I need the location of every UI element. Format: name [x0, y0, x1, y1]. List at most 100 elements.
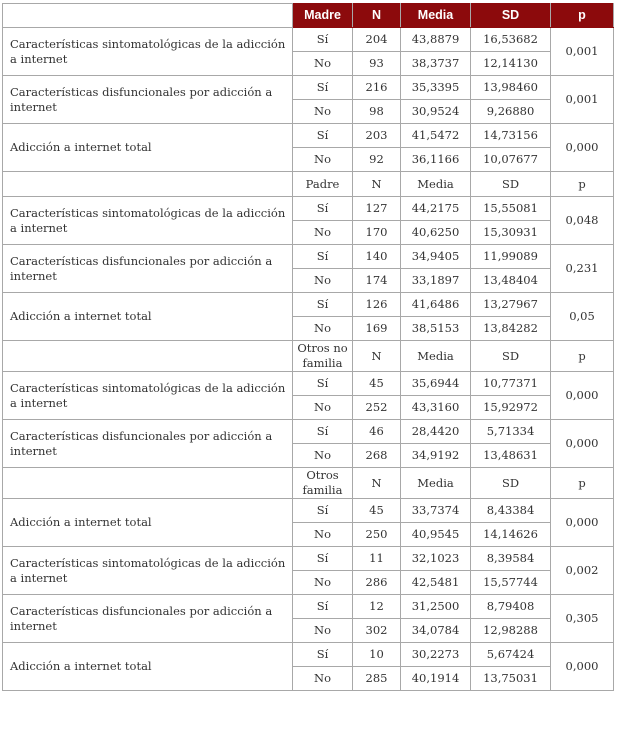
column-header-sd: SD [470, 171, 551, 197]
column-header-media: Media [400, 171, 471, 197]
media-cell: 35,6944 [400, 371, 471, 396]
column-header-group: Otros familia [292, 467, 353, 499]
media-cell: 43,8879 [400, 27, 471, 52]
sd-cell: 13,75031 [470, 666, 551, 691]
variable-label: Características sintomatológicas de la a… [2, 371, 293, 420]
column-header-group: Madre [292, 3, 353, 28]
response-cell: Sí [292, 642, 353, 667]
media-cell: 41,5472 [400, 123, 471, 148]
column-header-group: Otros no familia [292, 340, 353, 372]
p-value-cell: 0,231 [550, 244, 614, 293]
sd-cell: 12,98288 [470, 618, 551, 643]
variable-label: Adicción a internet total [2, 123, 293, 172]
media-cell: 38,5153 [400, 316, 471, 341]
p-value-cell: 0,002 [550, 546, 614, 595]
media-cell: 38,3737 [400, 51, 471, 76]
media-cell: 34,9192 [400, 443, 471, 468]
n-cell: 45 [352, 371, 401, 396]
n-cell: 252 [352, 395, 401, 420]
n-cell: 286 [352, 570, 401, 595]
table-row: No 170 40,6250 15,30931 [3, 220, 614, 245]
sd-cell: 8,79408 [470, 594, 551, 619]
table-row: No 252 43,3160 15,92972 [3, 395, 614, 420]
media-cell: 33,7374 [400, 498, 471, 523]
p-value-cell: 0,000 [550, 123, 614, 172]
sd-cell: 11,99089 [470, 244, 551, 269]
response-cell: Sí [292, 75, 353, 100]
variable-label: Características disfuncionales por adicc… [2, 244, 293, 293]
media-cell: 34,9405 [400, 244, 471, 269]
table-row: Características sintomatológicas de la a… [2, 546, 614, 595]
n-cell: 250 [352, 522, 401, 547]
results-table: Madre N Media SD p Características sintomatol… [2, 3, 614, 691]
table-row: Características sintomatológicas de la a… [2, 371, 614, 420]
p-value-cell: 0,048 [550, 196, 614, 245]
section-header-row: Madre N Media SD p [2, 3, 614, 28]
sd-cell: 14,14626 [470, 522, 551, 547]
variable-label: Características sintomatológicas de la a… [2, 546, 293, 595]
media-cell: 31,2500 [400, 594, 471, 619]
table-row: Características disfuncionales por adicc… [2, 594, 614, 643]
column-header-media: Media [400, 467, 471, 499]
sd-cell: 13,48404 [470, 268, 551, 293]
n-cell: 11 [352, 546, 401, 571]
variable-label: Características sintomatológicas de la a… [2, 196, 293, 245]
response-cell: No [292, 666, 353, 691]
variable-label: Adicción a internet total [2, 292, 293, 341]
table-row: Adicción a internet total Sí 45 33,7374 8,43… [2, 498, 614, 547]
media-cell: 30,9524 [400, 99, 471, 124]
table-row: Características disfuncionales por adicc… [2, 75, 614, 124]
n-cell: 170 [352, 220, 401, 245]
media-cell: 40,9545 [400, 522, 471, 547]
variable-label: Características sintomatológicas de la a… [2, 27, 293, 76]
n-cell: 140 [352, 244, 401, 269]
media-cell: 34,0784 [400, 618, 471, 643]
n-cell: 268 [352, 443, 401, 468]
column-header-p: p [550, 171, 614, 197]
column-header-n: N [352, 340, 401, 372]
media-cell: 40,1914 [400, 666, 471, 691]
p-value-cell: 0,001 [550, 75, 614, 124]
n-cell: 92 [352, 147, 401, 172]
sd-cell: 9,26880 [470, 99, 551, 124]
sd-cell: 15,92972 [470, 395, 551, 420]
media-cell: 43,3160 [400, 395, 471, 420]
response-cell: Sí [292, 292, 353, 317]
table-row: No 169 38,5153 13,84282 [3, 316, 614, 341]
sd-cell: 13,84282 [470, 316, 551, 341]
table-row: Características sintomatológicas de la a… [2, 27, 614, 76]
response-cell: Sí [292, 27, 353, 52]
response-cell: No [292, 522, 353, 547]
header-blank [2, 3, 293, 28]
response-cell: No [292, 268, 353, 293]
n-cell: 285 [352, 666, 401, 691]
media-cell: 30,2273 [400, 642, 471, 667]
table-row: Características disfuncionales por adicc… [2, 244, 614, 293]
n-cell: 203 [352, 123, 401, 148]
variable-label: Características disfuncionales por adicc… [2, 594, 293, 643]
header-blank [2, 171, 293, 197]
table-row: Adicción a internet total Sí 10 30,2273 5,67… [2, 642, 614, 691]
n-cell: 127 [352, 196, 401, 221]
response-cell: No [292, 51, 353, 76]
p-value-cell: 0,001 [550, 27, 614, 76]
media-cell: 32,1023 [400, 546, 471, 571]
media-cell: 35,3395 [400, 75, 471, 100]
sd-cell: 5,67424 [470, 642, 551, 667]
table-row: No 98 30,9524 9,26880 [3, 99, 614, 124]
response-cell: No [292, 99, 353, 124]
p-value-cell: 0,000 [550, 498, 614, 547]
media-cell: 42,5481 [400, 570, 471, 595]
column-header-sd: SD [470, 340, 551, 372]
sd-cell: 14,73156 [470, 123, 551, 148]
table-row: No 93 38,3737 12,14130 [3, 51, 614, 76]
media-cell: 33,1897 [400, 268, 471, 293]
sd-cell: 16,53682 [470, 27, 551, 52]
n-cell: 93 [352, 51, 401, 76]
n-cell: 98 [352, 99, 401, 124]
n-cell: 302 [352, 618, 401, 643]
p-value-cell: 0,000 [550, 371, 614, 420]
response-cell: No [292, 443, 353, 468]
column-header-p: p [550, 3, 614, 28]
column-header-media: Media [400, 340, 471, 372]
